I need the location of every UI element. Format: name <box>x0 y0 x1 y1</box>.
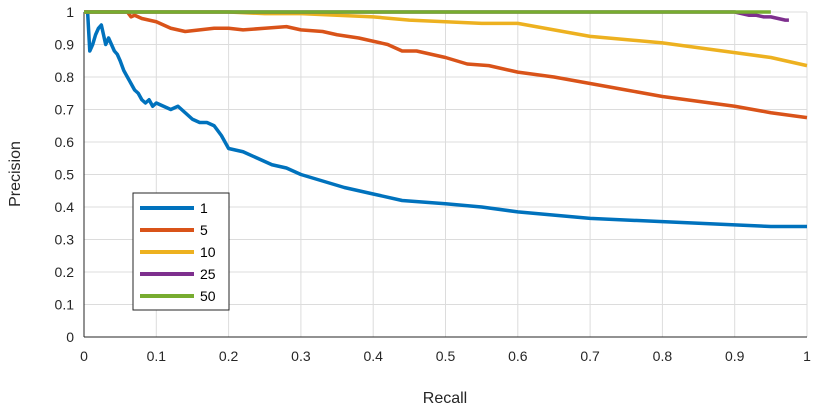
y-tick-label: 0.8 <box>55 69 75 85</box>
y-tick-label: 0.2 <box>55 264 75 280</box>
x-axis-title: Recall <box>423 390 467 407</box>
x-tick-label: 0.9 <box>725 348 745 364</box>
x-tick-label: 0.6 <box>508 348 528 364</box>
y-tick-label: 0.4 <box>55 199 75 215</box>
axes <box>83 12 807 338</box>
legend: 1 5 10 25 50 <box>132 192 230 311</box>
series-line-1 <box>85 11 807 229</box>
y-tick-label: 0 <box>66 329 74 345</box>
legend-label: 50 <box>200 288 216 304</box>
x-tick-label: 1 <box>803 348 811 364</box>
x-tick-label: 0.4 <box>363 348 383 364</box>
legend-label: 5 <box>200 222 208 238</box>
legend-label: 10 <box>200 244 216 260</box>
x-tick-label: 0.8 <box>653 348 673 364</box>
tick-labels: 0 0.1 0.2 0.3 0.4 0.5 0.6 0.7 0.8 0.9 100.10.20.30… <box>55 4 812 364</box>
y-tick-label: 0.7 <box>55 102 75 118</box>
y-tick-label: 0.1 <box>55 297 75 313</box>
y-tick-label: 0.5 <box>55 167 75 183</box>
y-axis-title: Precision <box>7 141 24 207</box>
legend-label: 25 <box>200 266 216 282</box>
x-tick-label: 0 <box>80 348 88 364</box>
y-tick-label: 1 <box>66 4 74 20</box>
x-tick-label: 0.2 <box>219 348 239 364</box>
y-tick-label: 0.6 <box>55 134 75 150</box>
x-tick-label: 0.1 <box>147 348 167 364</box>
legend-label: 1 <box>200 200 208 216</box>
x-tick-label: 0.5 <box>436 348 456 364</box>
series-lines <box>84 10 808 229</box>
y-tick-label: 0.3 <box>55 232 75 248</box>
y-tick-label: 0.9 <box>55 37 75 53</box>
series-line-5 <box>84 10 808 120</box>
x-tick-label: 0.7 <box>580 348 600 364</box>
x-tick-label: 0.3 <box>291 348 311 364</box>
